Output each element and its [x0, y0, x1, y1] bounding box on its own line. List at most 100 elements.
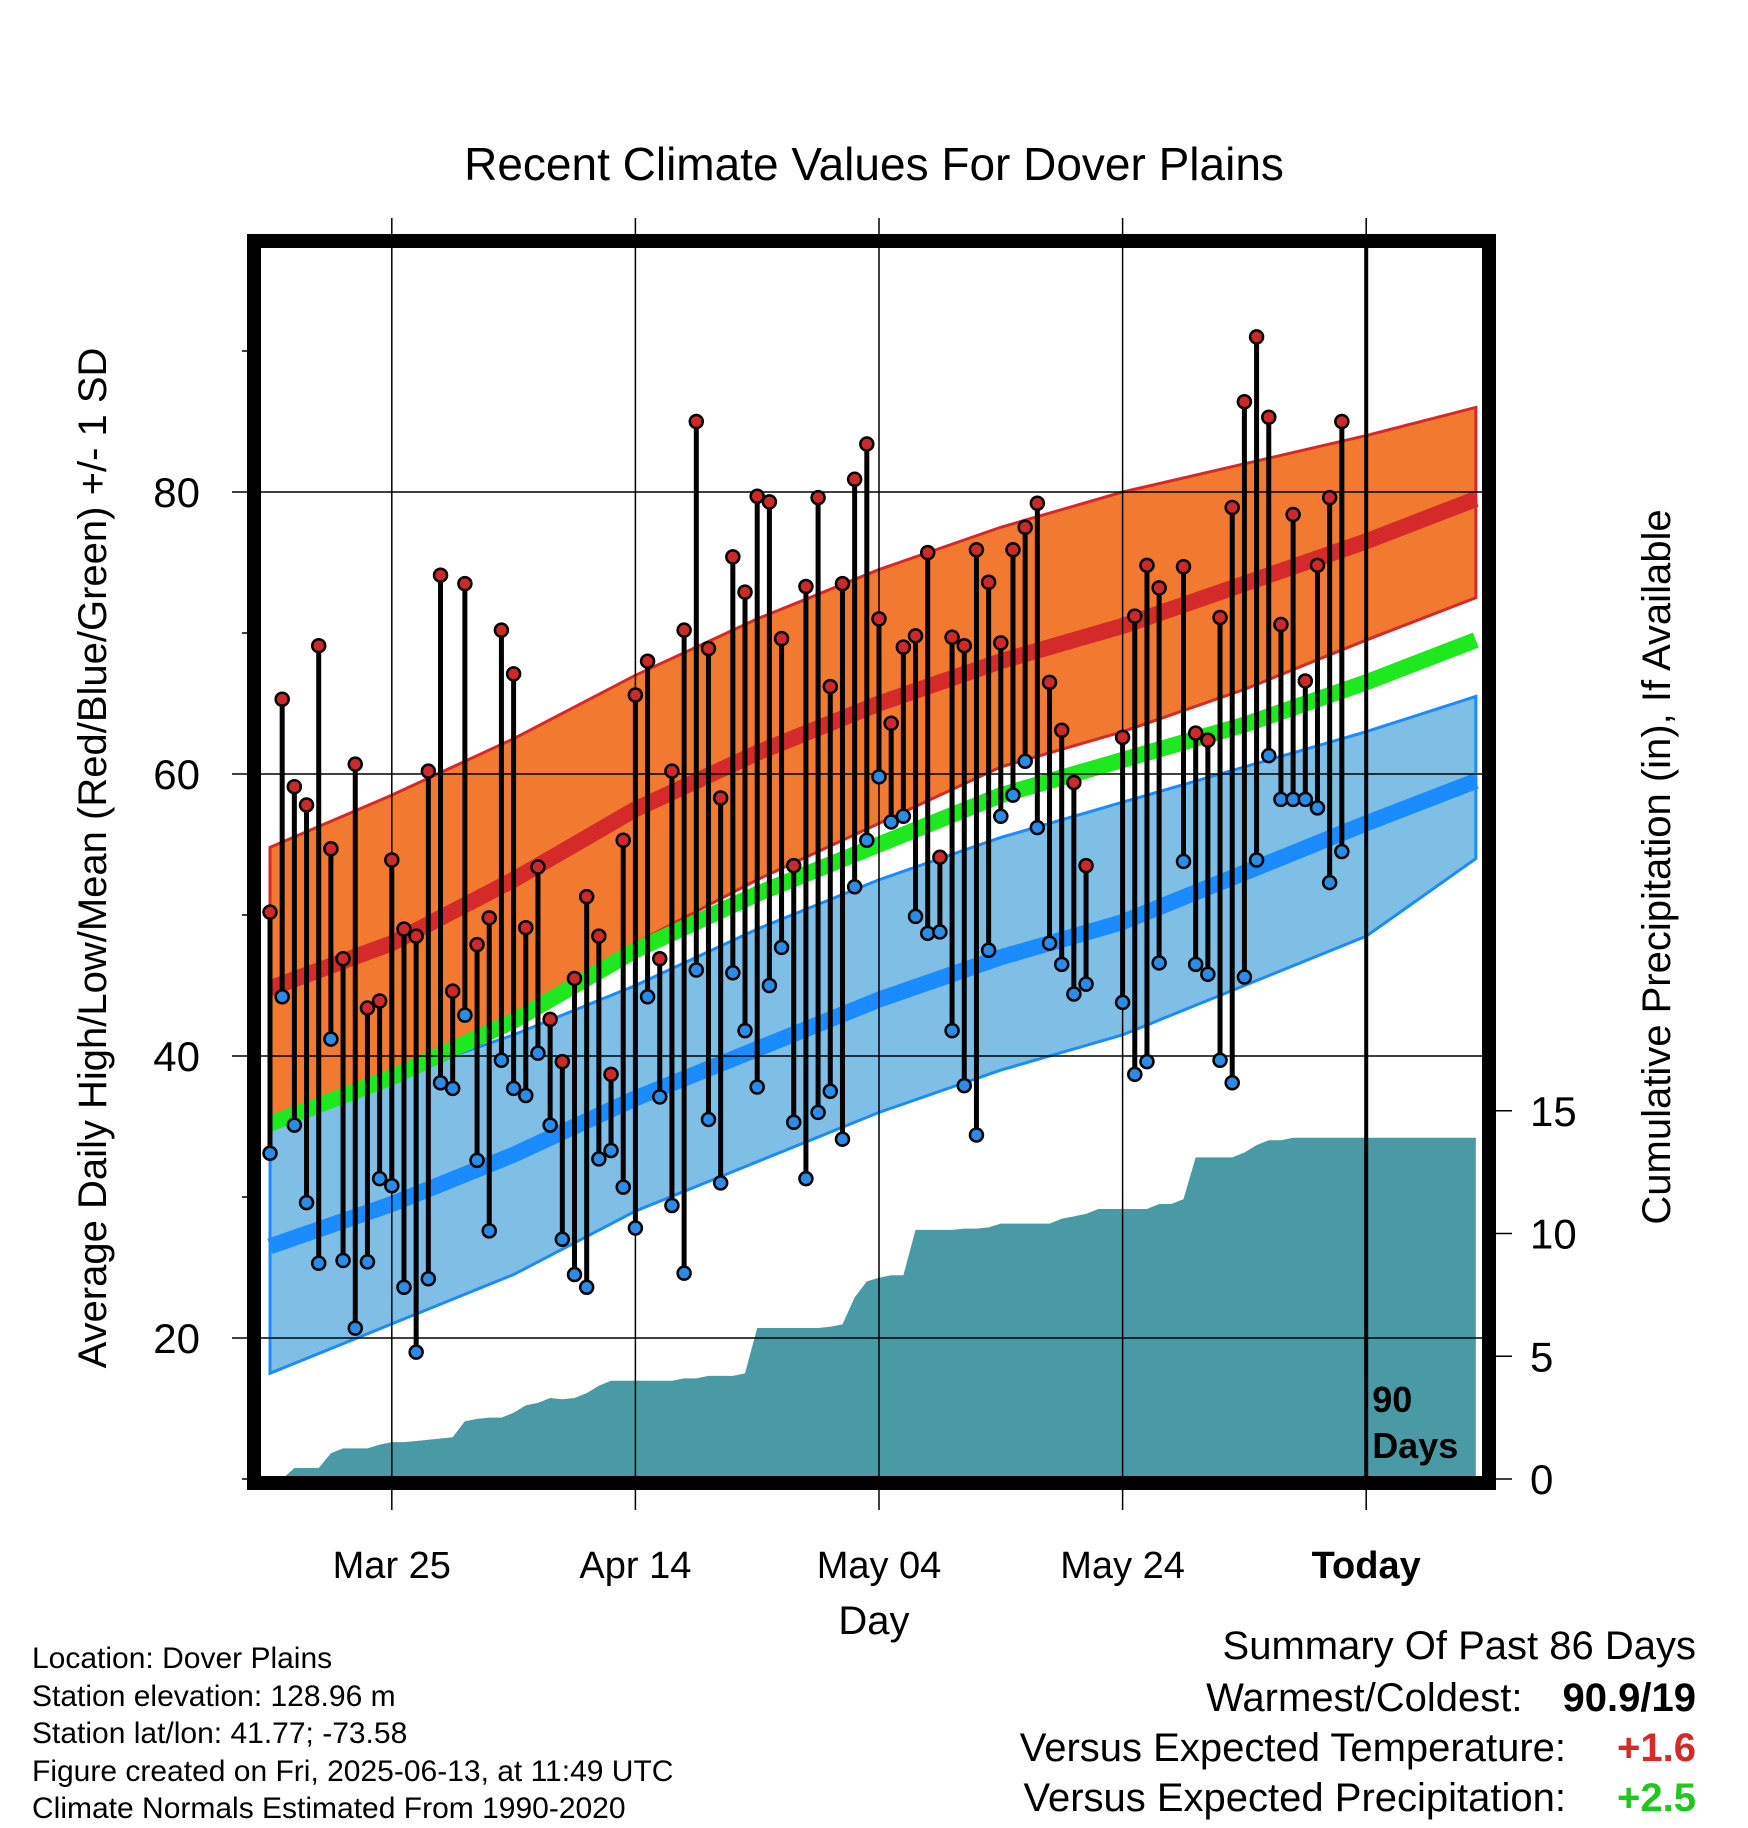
plot-content: 90 Days	[258, 245, 1485, 1479]
high-point	[298, 797, 315, 813]
low-point	[1334, 843, 1350, 860]
low-point	[566, 1266, 583, 1283]
y-axis-right-title: Cumulative Precipitation (in), If Availa…	[1635, 509, 1679, 1224]
high-point	[469, 936, 485, 953]
low-point	[652, 1089, 668, 1105]
x-tick-label: Mar 25	[333, 1545, 451, 1587]
low-point	[1248, 852, 1265, 868]
low-point	[725, 965, 741, 981]
low-point	[810, 1104, 826, 1121]
high-point	[493, 622, 510, 638]
high-point	[773, 630, 790, 647]
high-point	[1273, 616, 1289, 633]
low-sd-band	[268, 694, 1478, 1376]
high-point	[1261, 409, 1277, 426]
high-point	[834, 575, 851, 592]
y-left-tick-label: 60	[153, 751, 200, 798]
high-point	[664, 763, 680, 779]
summary-panel: Summary Of Past 86 Days Warmest/Coldest:…	[1020, 1624, 1696, 1826]
high-point	[1248, 329, 1265, 345]
low-point	[737, 1022, 753, 1039]
low-point	[603, 1142, 619, 1159]
low-point	[1236, 969, 1253, 985]
low-point	[1066, 986, 1082, 1002]
low-point	[798, 1170, 814, 1187]
high-point	[310, 637, 327, 654]
low-point	[1224, 1075, 1240, 1091]
plot-area: 90 Days Mar 25 Apr 14 May 04 May 24 Today 20 40 6…	[153, 218, 1577, 1587]
latlon-text: Station lat/lon: 41.77; -73.58	[32, 1717, 408, 1750]
high-point	[432, 567, 449, 583]
high-point	[737, 584, 753, 600]
y-left-tick-label: 40	[153, 1033, 200, 1080]
high-point	[1212, 609, 1228, 626]
normals-text: Climate Normals Estimated From 1990-2020	[32, 1792, 626, 1825]
precip-row: Versus Expected Precipitation: +2.5	[1020, 1776, 1696, 1826]
high-point	[627, 687, 644, 703]
temp-label: Versus Expected Temperature:	[1019, 1726, 1566, 1770]
low-point	[785, 1114, 802, 1131]
low-point	[773, 939, 790, 956]
x-tick-label: Apr 14	[579, 1545, 691, 1587]
low-point	[688, 962, 705, 978]
low-point	[1212, 1052, 1228, 1068]
low-point	[1017, 753, 1033, 770]
low-point	[384, 1177, 400, 1194]
high-point	[712, 790, 729, 806]
high-point	[408, 928, 424, 944]
low-point	[518, 1087, 534, 1104]
high-point	[371, 993, 388, 1009]
high-point	[1005, 542, 1021, 558]
low-point	[712, 1175, 729, 1191]
high-point	[530, 859, 546, 875]
high-point	[1309, 557, 1326, 574]
low-point	[859, 832, 875, 849]
high-point	[822, 678, 839, 695]
y-right-tick-label: 15	[1530, 1088, 1577, 1135]
x-tick-label: May 04	[817, 1545, 942, 1587]
low-point	[310, 1255, 327, 1272]
high-point	[323, 840, 339, 857]
high-point	[1285, 506, 1301, 523]
low-point	[359, 1254, 376, 1270]
high-point	[566, 970, 583, 987]
high-point	[1236, 394, 1253, 410]
high-point	[798, 578, 814, 595]
high-point	[639, 653, 656, 669]
low-point	[554, 1231, 571, 1248]
station-info: Location: Dover Plains Station elevation…	[32, 1640, 673, 1828]
high-point	[895, 639, 912, 655]
y-left-tick-label: 20	[153, 1315, 200, 1362]
high-point	[688, 413, 705, 430]
high-point	[444, 983, 461, 999]
low-point	[895, 808, 912, 825]
low-point	[834, 1131, 851, 1147]
low-point	[956, 1077, 973, 1094]
high-point	[932, 849, 948, 865]
high-point	[457, 575, 473, 592]
high-point	[1029, 495, 1046, 512]
high-point	[919, 544, 936, 561]
y-right-tick-label: 10	[1530, 1211, 1577, 1258]
summary-title: Summary Of Past 86 Days	[1222, 1624, 1696, 1668]
today-label: Days	[1372, 1425, 1458, 1466]
low-point	[469, 1152, 485, 1169]
high-point	[1017, 519, 1033, 535]
plot-frame	[247, 234, 1496, 1490]
low-point	[591, 1151, 607, 1167]
precip-label: Versus Expected Precipitation:	[1023, 1776, 1566, 1820]
high-point	[1139, 557, 1155, 574]
low-point	[871, 769, 887, 785]
low-point	[396, 1279, 412, 1295]
high-point	[1078, 857, 1094, 874]
precip-area	[270, 1137, 1476, 1479]
high-point	[1334, 413, 1350, 430]
high-point	[335, 950, 351, 967]
low-point	[505, 1080, 522, 1097]
high-point	[883, 715, 899, 731]
high-point	[749, 488, 765, 504]
low-point	[347, 1320, 364, 1336]
chart-title: Recent Climate Values For Dover Plains	[464, 138, 1284, 190]
precip-value: +2.5	[1617, 1776, 1696, 1820]
high-point	[1127, 608, 1143, 624]
